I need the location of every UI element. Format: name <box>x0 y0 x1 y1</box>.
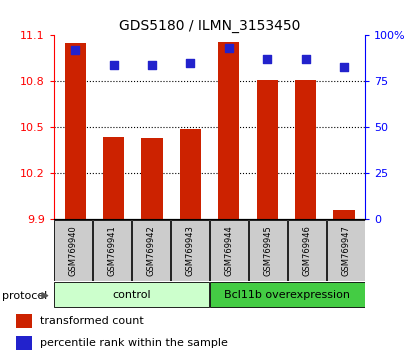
Point <box>264 57 271 62</box>
Bar <box>16 314 32 328</box>
Text: transformed count: transformed count <box>40 316 144 326</box>
Bar <box>103 137 124 219</box>
Point <box>187 60 194 66</box>
Point <box>302 57 309 62</box>
Bar <box>210 282 365 307</box>
Bar <box>54 282 209 307</box>
Bar <box>249 220 287 281</box>
Text: GSM769947: GSM769947 <box>341 225 350 276</box>
Bar <box>132 220 170 281</box>
Point <box>149 62 155 68</box>
Point <box>110 62 117 68</box>
Bar <box>288 220 326 281</box>
Bar <box>16 336 32 350</box>
Bar <box>295 80 316 219</box>
Point <box>341 64 347 69</box>
Point <box>225 45 232 51</box>
Text: GSM769944: GSM769944 <box>225 225 234 276</box>
Bar <box>327 220 365 281</box>
Bar <box>210 220 248 281</box>
Text: control: control <box>112 290 151 300</box>
Bar <box>218 41 239 219</box>
Text: Bcl11b overexpression: Bcl11b overexpression <box>225 290 350 300</box>
Text: percentile rank within the sample: percentile rank within the sample <box>40 338 228 348</box>
Text: GSM769940: GSM769940 <box>69 225 78 276</box>
Bar <box>54 220 93 281</box>
Title: GDS5180 / ILMN_3153450: GDS5180 / ILMN_3153450 <box>119 19 300 33</box>
Bar <box>180 129 201 219</box>
Text: GSM769945: GSM769945 <box>264 225 272 276</box>
Bar <box>93 220 132 281</box>
Bar <box>171 220 209 281</box>
Bar <box>256 80 278 219</box>
Text: GSM769942: GSM769942 <box>147 225 156 276</box>
Point <box>72 47 78 53</box>
Text: protocol: protocol <box>2 291 47 301</box>
Bar <box>142 138 163 219</box>
Text: GSM769941: GSM769941 <box>108 225 117 276</box>
Bar <box>334 210 355 219</box>
Bar <box>64 43 85 219</box>
Text: GSM769943: GSM769943 <box>186 225 195 276</box>
Text: GSM769946: GSM769946 <box>303 225 311 276</box>
